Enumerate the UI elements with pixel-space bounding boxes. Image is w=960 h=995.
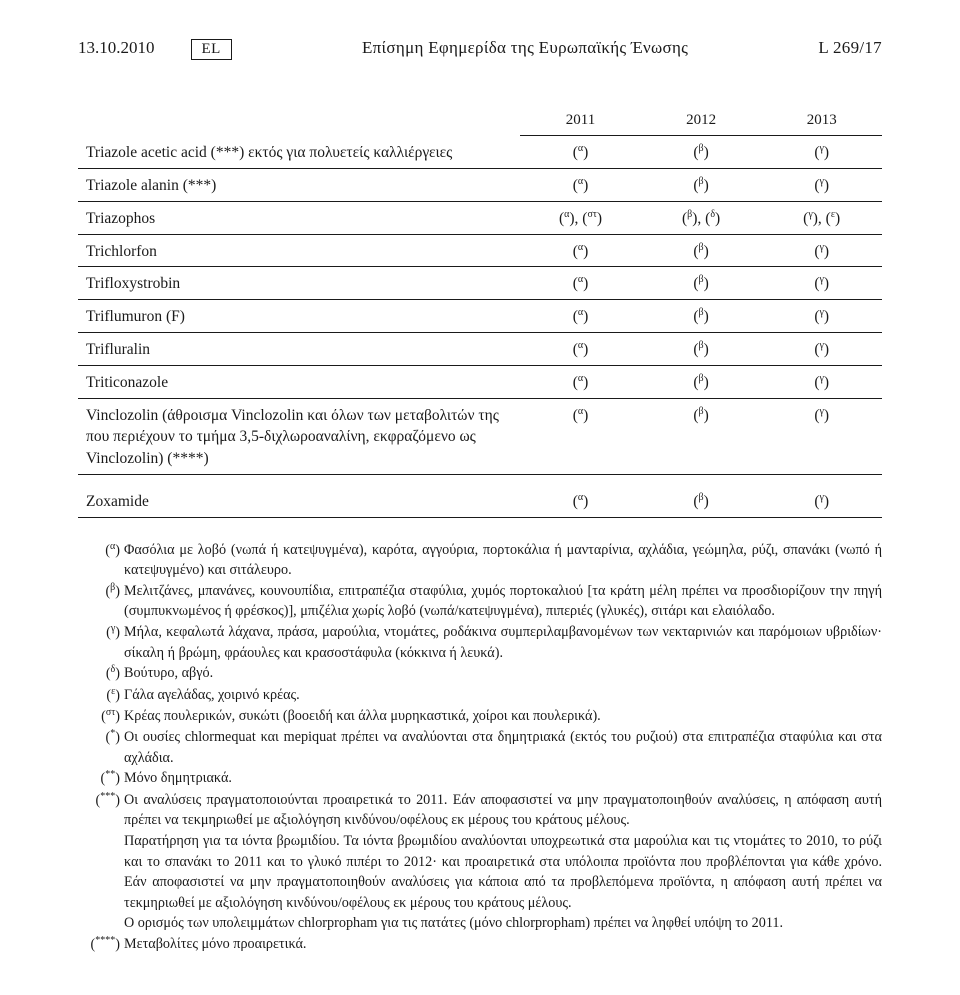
row-value: (γ) <box>761 485 882 517</box>
footnote-mark: (α) <box>78 540 124 581</box>
footnote: (στ)Κρέας πουλερικών, συκώτι (βοοειδή κα… <box>78 706 882 727</box>
row-name: Triflumuron (F) <box>78 300 520 333</box>
table-row: Trifloxystrobin(α)(β)(γ) <box>78 267 882 300</box>
header-lang-box: EL <box>191 39 232 60</box>
footnote: (*)Οι ουσίες chlormequat και mepiquat πρ… <box>78 727 882 768</box>
table-row: Triazole acetic acid (***) εκτός για πολ… <box>78 136 882 169</box>
row-value: (β) <box>641 333 762 366</box>
footnote-text: Μεταβολίτες μόνο προαιρετικά. <box>124 934 882 955</box>
col-year-1: 2012 <box>641 104 762 136</box>
table-row: Triazophos(α), (στ)(β), (δ)(γ), (ε) <box>78 201 882 234</box>
row-name: Vinclozolin (άθροισμα Vinclozolin και όλ… <box>78 398 520 474</box>
page-header: 13.10.2010 EL Επίσημη Εφημερίδα της Ευρω… <box>78 38 882 60</box>
col-year-0: 2011 <box>520 104 641 136</box>
footnote-mark: (στ) <box>78 706 124 727</box>
footnote-mark: (***) <box>78 790 124 934</box>
row-value: (α) <box>520 300 641 333</box>
footnote-text: Μελιτζάνες, μπανάνες, κουνουπίδια, επιτρ… <box>124 581 882 622</box>
row-value: (γ) <box>761 136 882 169</box>
row-name: Trifluralin <box>78 333 520 366</box>
footnote-mark: (β) <box>78 581 124 622</box>
row-value: (α) <box>520 234 641 267</box>
row-value: (α) <box>520 168 641 201</box>
row-name: Triazole alanin (***) <box>78 168 520 201</box>
footnote-mark: (γ) <box>78 622 124 663</box>
row-value: (β) <box>641 168 762 201</box>
row-name: Trichlorfon <box>78 234 520 267</box>
footnote-text: Κρέας πουλερικών, συκώτι (βοοειδή και άλ… <box>124 706 882 727</box>
row-value: (β) <box>641 136 762 169</box>
table-row: Trichlorfon(α)(β)(γ) <box>78 234 882 267</box>
row-value: (β) <box>641 267 762 300</box>
row-value: (α) <box>520 398 641 474</box>
row-value: (β) <box>641 398 762 474</box>
footnotes: (α)Φασόλια με λοβό (νωπά ή κατεψυγμένα),… <box>78 540 882 956</box>
footnote-text: Μόνο δημητριακά. <box>124 768 882 789</box>
footnote-mark: (****) <box>78 934 124 955</box>
row-value: (α) <box>520 365 641 398</box>
row-value: (α) <box>520 267 641 300</box>
footnote: (δ)Βούτυρο, αβγό. <box>78 663 882 684</box>
row-value: (γ), (ε) <box>761 201 882 234</box>
row-name: Triticonazole <box>78 365 520 398</box>
row-value: (γ) <box>761 333 882 366</box>
row-name: Trifloxystrobin <box>78 267 520 300</box>
col-year-2: 2013 <box>761 104 882 136</box>
row-value: (β) <box>641 485 762 517</box>
row-value: (γ) <box>761 365 882 398</box>
footnote: (**)Μόνο δημητριακά. <box>78 768 882 789</box>
footnote-mark: (*) <box>78 727 124 768</box>
table-header-row: 2011 2012 2013 <box>78 104 882 136</box>
row-name: Triazole acetic acid (***) εκτός για πολ… <box>78 136 520 169</box>
row-value: (β), (δ) <box>641 201 762 234</box>
footnote-text: Οι ουσίες chlormequat και mepiquat πρέπε… <box>124 727 882 768</box>
table-row: Triticonazole(α)(β)(γ) <box>78 365 882 398</box>
header-page-ref: L 269/17 <box>818 38 882 58</box>
footnote: (ε)Γάλα αγελάδας, χοιρινό κρέας. <box>78 685 882 706</box>
row-value: (γ) <box>761 300 882 333</box>
row-value: (α) <box>520 333 641 366</box>
table-row: Trifluralin(α)(β)(γ) <box>78 333 882 366</box>
footnote-text: Βούτυρο, αβγό. <box>124 663 882 684</box>
footnote-mark: (**) <box>78 768 124 789</box>
page: 13.10.2010 EL Επίσημη Εφημερίδα της Ευρω… <box>0 0 960 995</box>
table-row: Triflumuron (F)(α)(β)(γ) <box>78 300 882 333</box>
row-value: (γ) <box>761 398 882 474</box>
footnote-text: Οι αναλύσεις πραγματοποιούνται προαιρετι… <box>124 790 882 934</box>
table-row: Vinclozolin (άθροισμα Vinclozolin και όλ… <box>78 398 882 474</box>
footnote: (γ)Μήλα, κεφαλωτά λάχανα, πράσα, μαρούλι… <box>78 622 882 663</box>
footnote-text: Γάλα αγελάδας, χοιρινό κρέας. <box>124 685 882 706</box>
row-value: (β) <box>641 234 762 267</box>
row-name: Zoxamide <box>78 485 520 517</box>
table-row: Triazole alanin (***)(α)(β)(γ) <box>78 168 882 201</box>
footnote-mark: (δ) <box>78 663 124 684</box>
footnote: (***)Οι αναλύσεις πραγματοποιούνται προα… <box>78 790 882 934</box>
header-title: Επίσημη Εφημερίδα της Ευρωπαϊκής Ένωσης <box>232 38 819 58</box>
footnote-mark: (ε) <box>78 685 124 706</box>
row-value: (γ) <box>761 168 882 201</box>
footnote-text: Μήλα, κεφαλωτά λάχανα, πράσα, μαρούλια, … <box>124 622 882 663</box>
row-value: (β) <box>641 300 762 333</box>
row-value: (β) <box>641 365 762 398</box>
footnote: (****)Μεταβολίτες μόνο προαιρετικά. <box>78 934 882 955</box>
footnote: (β)Μελιτζάνες, μπανάνες, κουνουπίδια, επ… <box>78 581 882 622</box>
row-name: Triazophos <box>78 201 520 234</box>
header-date: 13.10.2010 <box>78 38 155 58</box>
row-value: (α), (στ) <box>520 201 641 234</box>
row-value: (γ) <box>761 234 882 267</box>
residues-table: 2011 2012 2013 Triazole acetic acid (***… <box>78 104 882 518</box>
table-row: Zoxamide(α)(β)(γ) <box>78 485 882 517</box>
footnote: (α)Φασόλια με λοβό (νωπά ή κατεψυγμένα),… <box>78 540 882 581</box>
row-value: (α) <box>520 485 641 517</box>
row-value: (γ) <box>761 267 882 300</box>
row-value: (α) <box>520 136 641 169</box>
footnote-text: Φασόλια με λοβό (νωπά ή κατεψυγμένα), κα… <box>124 540 882 581</box>
